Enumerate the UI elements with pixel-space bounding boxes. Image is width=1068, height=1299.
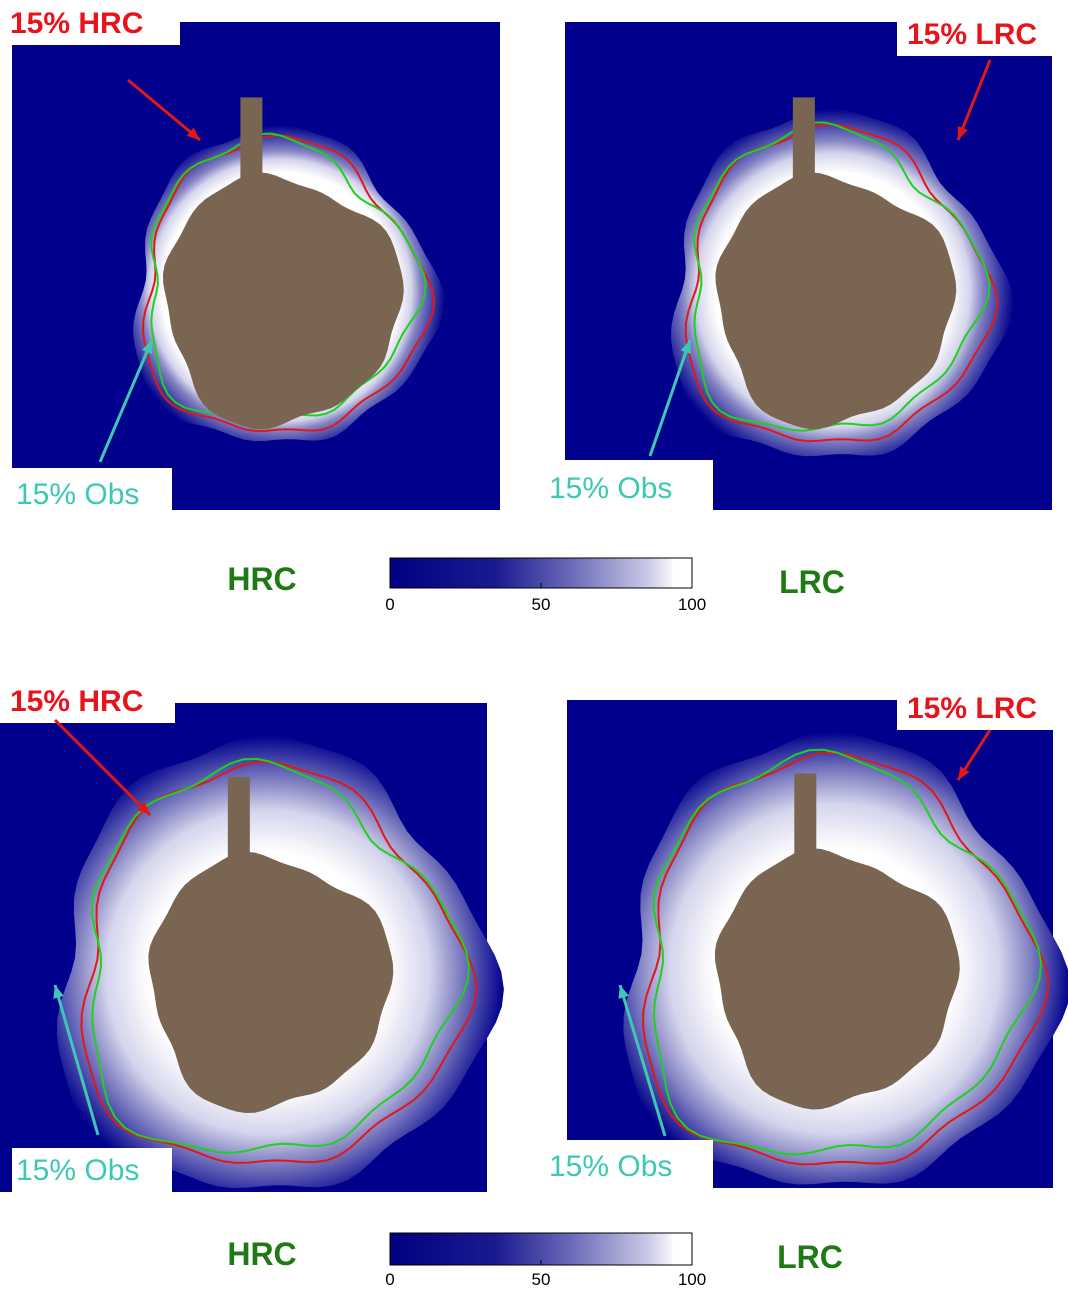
model-name: LRC bbox=[777, 1239, 843, 1275]
obs-label: 15% Obs bbox=[549, 472, 672, 505]
peninsula bbox=[240, 97, 262, 207]
model-label: 15% LRC bbox=[907, 18, 1037, 51]
model-label: 15% HRC bbox=[10, 685, 143, 718]
model-name: HRC bbox=[227, 1236, 296, 1272]
obs-label: 15% Obs bbox=[16, 478, 139, 511]
colorbar-tick-label: 100 bbox=[678, 1270, 706, 1289]
model-name: LRC bbox=[779, 564, 845, 600]
colorbar-tick-label: 50 bbox=[532, 1270, 551, 1289]
figure: 15% HRC 15% Obs 15% LRC 15% Obs 0 50 100 HRC LRC… bbox=[0, 0, 1068, 1299]
peninsula bbox=[794, 773, 816, 883]
obs-label: 15% Obs bbox=[549, 1150, 672, 1183]
colorbar-tick-label: 0 bbox=[385, 1270, 394, 1289]
peninsula bbox=[228, 777, 250, 887]
peninsula bbox=[793, 97, 815, 207]
colorbar-tick-label: 50 bbox=[532, 595, 551, 614]
model-label: 15% HRC bbox=[10, 7, 143, 40]
obs-label: 15% Obs bbox=[16, 1154, 139, 1187]
colorbar-tick-label: 0 bbox=[385, 595, 394, 614]
model-label: 15% LRC bbox=[907, 692, 1037, 725]
model-name: HRC bbox=[227, 561, 296, 597]
colorbar-tick-label: 100 bbox=[678, 595, 706, 614]
